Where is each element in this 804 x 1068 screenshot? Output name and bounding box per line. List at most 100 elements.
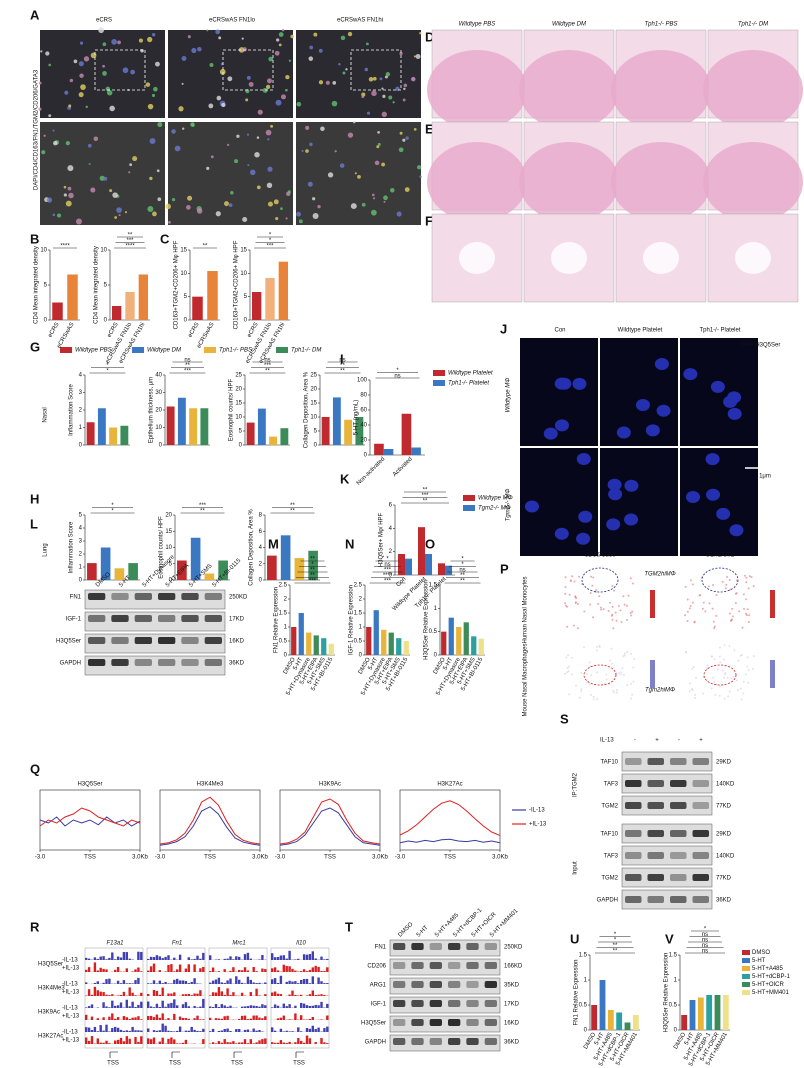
track-signal xyxy=(134,1017,137,1020)
x-tick-label: 3.0Kb xyxy=(132,855,148,861)
band-name: GAPDH xyxy=(365,1040,386,1046)
cell xyxy=(265,129,272,136)
cell xyxy=(365,42,369,46)
y-tick-label: 20 xyxy=(235,387,242,393)
track-signal xyxy=(105,1040,108,1044)
cell xyxy=(281,28,285,32)
profile-line xyxy=(159,806,261,846)
track-signal xyxy=(258,995,261,996)
blot-band xyxy=(411,1038,424,1045)
cell xyxy=(116,207,122,213)
track-signal xyxy=(178,1043,182,1044)
track-signal xyxy=(131,971,134,972)
track-signal xyxy=(240,992,244,996)
track-signal xyxy=(326,1043,329,1044)
track-signal xyxy=(125,983,128,984)
cell xyxy=(230,190,234,195)
cell xyxy=(361,202,366,207)
track-signal xyxy=(323,970,326,972)
cell xyxy=(215,29,221,35)
track-signal xyxy=(193,993,196,996)
track-signal xyxy=(326,1003,329,1008)
cell-dot xyxy=(598,595,601,598)
track-signal xyxy=(291,981,294,984)
y-axis-title: CD4 Mean integrated density xyxy=(94,246,100,324)
cell-dot xyxy=(567,654,570,657)
cell-dot xyxy=(724,587,727,590)
sig-label: ns xyxy=(702,938,708,944)
bar xyxy=(403,641,409,655)
track-signal xyxy=(308,969,312,972)
cell xyxy=(206,166,210,170)
cell-dot xyxy=(712,584,715,587)
gene-label: Mrc1 xyxy=(232,941,245,947)
cell-dot xyxy=(603,682,606,685)
row-title: Tgm2-/- MΦ xyxy=(506,489,512,522)
profile-line xyxy=(279,798,381,845)
colorbar xyxy=(770,590,775,618)
y-tick-label: 5 xyxy=(104,283,108,289)
sig-label: * xyxy=(269,233,272,239)
blot-band xyxy=(88,593,106,600)
cell xyxy=(197,46,202,52)
track-signal xyxy=(140,992,143,996)
track-signal xyxy=(271,953,274,960)
cell xyxy=(90,187,96,193)
cell xyxy=(345,68,348,71)
cell-dot xyxy=(711,607,714,610)
bar xyxy=(722,995,729,1030)
cell-dot xyxy=(686,598,689,601)
track-signal xyxy=(196,1015,199,1020)
cell xyxy=(236,134,240,138)
sig-label: *** xyxy=(309,579,317,585)
bar xyxy=(257,408,266,445)
bar xyxy=(189,408,198,445)
track-signal xyxy=(314,1042,317,1044)
cell-dot xyxy=(611,662,614,665)
cell xyxy=(153,86,158,92)
cluster-outline xyxy=(583,664,617,686)
track-signal xyxy=(155,983,159,984)
cell xyxy=(371,193,375,197)
cell-dot xyxy=(712,620,715,623)
cell xyxy=(371,90,377,97)
cell-dot xyxy=(608,601,611,604)
cell xyxy=(219,68,226,75)
blot-band xyxy=(111,615,129,622)
cell-dot xyxy=(620,621,623,624)
track-signal xyxy=(193,978,196,984)
cell-dot xyxy=(600,608,603,611)
blot-band xyxy=(411,962,424,969)
cell xyxy=(383,195,388,201)
legend-swatch xyxy=(742,950,750,955)
plot-frame xyxy=(399,789,501,851)
cell xyxy=(128,171,131,174)
cell xyxy=(111,39,117,45)
mark-label: H3K9Ac xyxy=(38,1010,60,1016)
bar xyxy=(591,1005,598,1030)
cell xyxy=(87,143,92,148)
track-signal xyxy=(297,971,300,972)
track-signal xyxy=(184,968,188,972)
track-signal xyxy=(161,1023,164,1032)
track-signal xyxy=(209,982,212,984)
x-tick-label: eCRS xyxy=(47,322,60,339)
track-signal xyxy=(102,1017,105,1020)
blot-band xyxy=(429,1000,442,1007)
band-size: 17KD xyxy=(504,1002,520,1008)
track-signal xyxy=(240,1042,244,1044)
cell-dot xyxy=(731,607,734,610)
track-signal xyxy=(170,993,173,996)
cell xyxy=(63,193,67,197)
track-signal xyxy=(294,959,297,960)
cell xyxy=(267,166,273,172)
track-signal xyxy=(102,968,105,972)
x-tick-label: eCRS xyxy=(107,322,120,339)
track-signal xyxy=(252,1043,255,1044)
blot-band xyxy=(134,637,152,644)
track-signal xyxy=(99,1042,102,1044)
track-signal xyxy=(326,1015,329,1020)
bar xyxy=(218,560,228,580)
track-signal xyxy=(125,1036,128,1044)
track-signal xyxy=(196,955,199,960)
